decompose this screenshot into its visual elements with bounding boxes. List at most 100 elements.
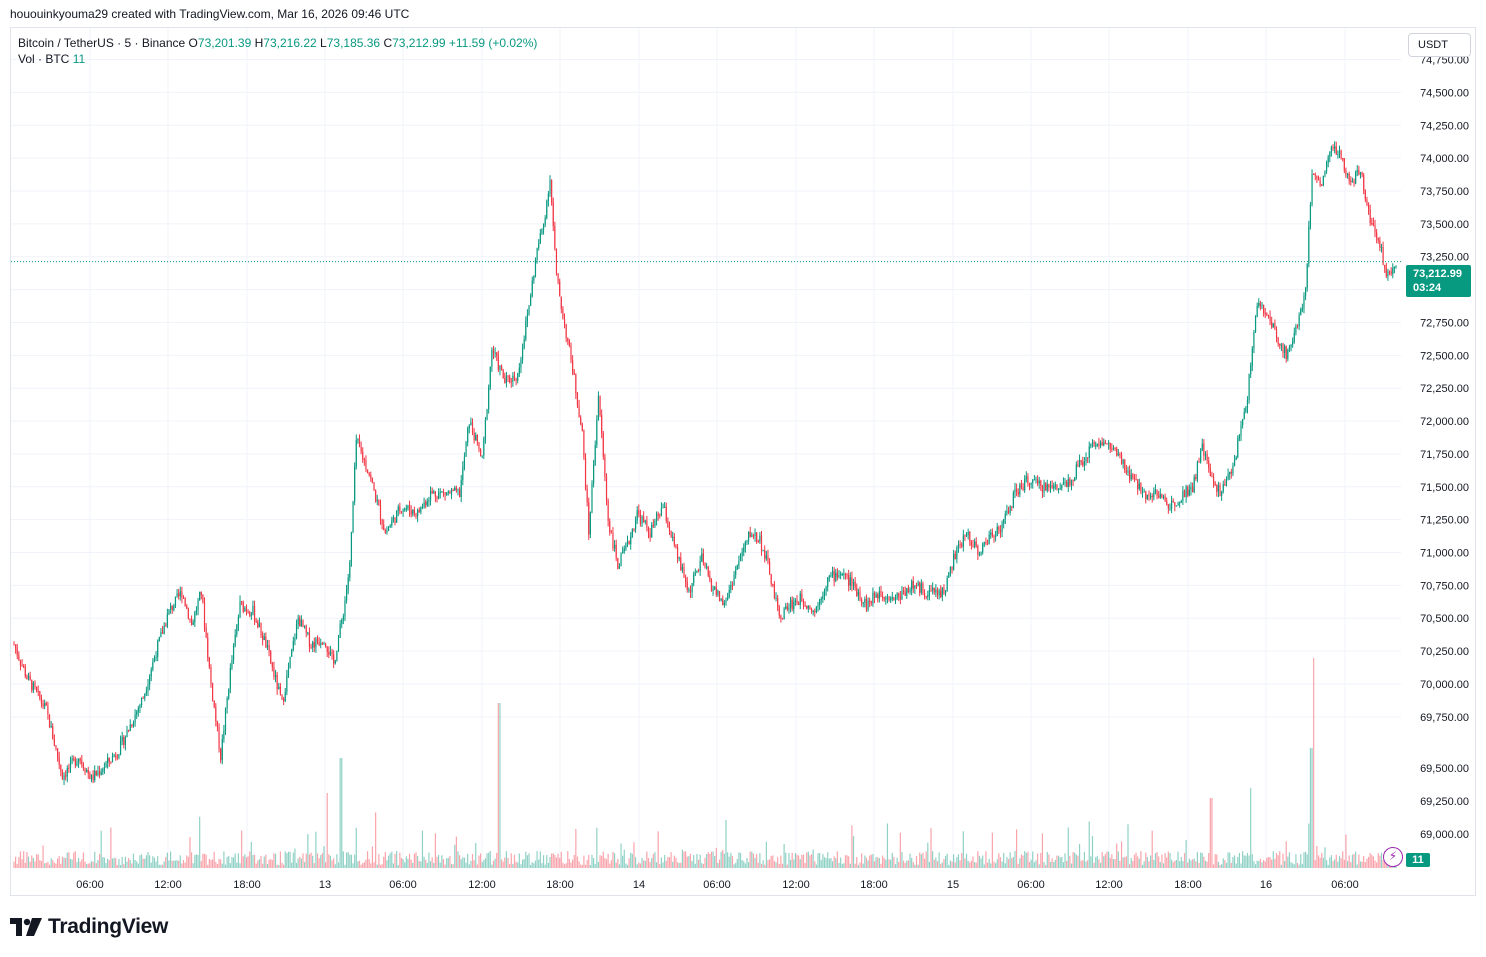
volume-bar: [644, 860, 646, 868]
candle-body: [601, 415, 603, 434]
volume-bar: [1217, 861, 1220, 868]
volume-bar: [252, 855, 254, 868]
candle-body: [108, 757, 110, 762]
candle-body: [1017, 491, 1019, 495]
volume-bar: [42, 845, 44, 868]
volume-bar: [1280, 864, 1282, 868]
candlestick-chart[interactable]: 69,750.0070,000.0070,250.0070,500.0070,7…: [11, 28, 1477, 897]
time-axis: 06:00 12:00 18:00 13 06:00 12:00 18:00 14 06:00 1…: [76, 879, 1359, 891]
candle-body: [530, 296, 532, 306]
volume-bar: [410, 859, 412, 868]
candle-body: [978, 553, 981, 555]
candle-body: [1019, 484, 1021, 495]
candle-body: [55, 745, 57, 749]
candle-body: [617, 558, 619, 569]
volume-bar: [652, 853, 654, 868]
candle-body: [777, 597, 779, 607]
candle-body: [1179, 502, 1181, 504]
volume-bar: [105, 863, 107, 868]
currency-selector[interactable]: USDT: [1408, 33, 1471, 57]
volume-bar: [336, 854, 338, 868]
volume-bar: [1290, 862, 1292, 868]
volume-bar: [923, 858, 926, 868]
volume-bar: [1300, 854, 1302, 868]
candle-body: [1004, 513, 1006, 519]
volume-bar: [555, 857, 558, 868]
candle-body: [559, 281, 561, 297]
volume-bar: [851, 825, 853, 868]
candle-body: [1277, 337, 1279, 344]
candle-body: [497, 355, 499, 370]
candle-body: [15, 644, 17, 649]
volume-bar: [961, 853, 963, 868]
volume-bar: [691, 861, 693, 868]
volume-bar: [731, 855, 734, 868]
candle-body: [515, 378, 517, 381]
volume-bar: [1245, 855, 1247, 868]
candle-body: [873, 592, 876, 598]
volume-bar: [1093, 862, 1095, 868]
volume-bar: [1343, 859, 1345, 868]
volume-bar: [45, 862, 47, 868]
volume-bar: [1212, 864, 1215, 868]
chart-frame[interactable]: 69,750.00 70,000.00 70,250.00 70,500.00 70,7…: [10, 27, 1476, 896]
volume-bar: [349, 854, 351, 868]
candle-body: [789, 599, 792, 608]
volume-bar: [1067, 827, 1069, 868]
volume-bar: [1364, 862, 1366, 868]
volume-bar: [486, 853, 488, 868]
volume-bar: [1288, 852, 1291, 868]
candle-body: [536, 248, 538, 260]
candle-body: [1303, 295, 1305, 309]
volume-bar: [373, 862, 375, 868]
volume-bar: [347, 852, 349, 868]
volume-bar: [441, 855, 443, 868]
volume-bar: [1330, 855, 1333, 868]
volume-bar: [1030, 859, 1032, 868]
volume-bar: [1077, 855, 1079, 868]
volume-bar: [706, 854, 708, 868]
candle-body: [134, 714, 136, 723]
volume-bar: [1153, 859, 1155, 868]
volume-bar: [457, 851, 459, 868]
candle-body: [1135, 479, 1137, 481]
volume-bar: [523, 859, 525, 868]
volume-bar: [218, 858, 220, 868]
volume-bar: [405, 856, 407, 868]
candle-body: [567, 337, 569, 341]
legend-high: 73,216.22: [263, 36, 317, 50]
volume-bar: [1170, 859, 1173, 868]
candle-body: [294, 638, 296, 641]
candle-body: [612, 532, 614, 549]
time-axis-label: 18:00: [546, 879, 574, 891]
candle-body: [560, 296, 562, 309]
candle-body: [1329, 151, 1331, 157]
candle-body: [166, 614, 168, 627]
volume-bar: [1183, 853, 1186, 868]
grid-lines: [11, 28, 1401, 868]
volume-bar: [354, 854, 356, 868]
price-axis-label: 72,750.00: [1420, 317, 1469, 329]
lightning-icon[interactable]: ⚡: [1383, 847, 1403, 867]
candle-body: [731, 585, 734, 587]
candle-body: [1322, 175, 1324, 186]
price-axis-label: 73,500.00: [1420, 219, 1469, 231]
tradingview-logo[interactable]: TradingView: [10, 914, 168, 940]
candle-body: [82, 764, 85, 769]
volume-bar: [31, 855, 33, 868]
candle-body: [899, 596, 901, 600]
volume-bar: [861, 853, 863, 868]
candle-body: [131, 724, 133, 726]
volume-bar: [1080, 860, 1082, 868]
volume-bar: [718, 859, 721, 868]
candle-body: [1256, 305, 1258, 317]
volume-bar: [268, 859, 270, 868]
candle-body: [985, 542, 987, 544]
volume-bar: [1012, 856, 1014, 868]
candle-body: [305, 626, 307, 633]
volume-bar: [891, 852, 893, 868]
candle-body: [815, 606, 817, 613]
volume-bar: [331, 860, 333, 868]
volume-bar: [584, 864, 587, 868]
volume-bar: [609, 863, 611, 868]
